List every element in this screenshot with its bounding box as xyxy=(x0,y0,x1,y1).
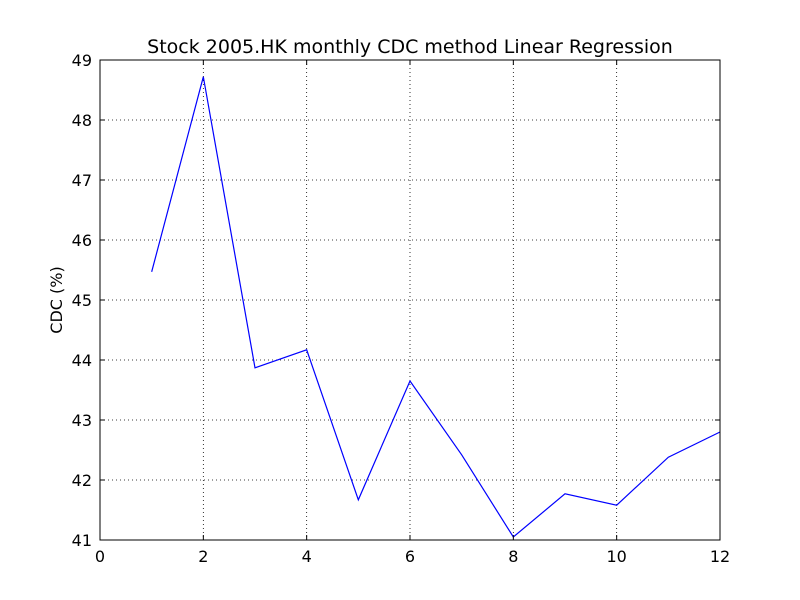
y-tick-label: 45 xyxy=(72,291,92,310)
y-tick-label: 41 xyxy=(72,531,92,550)
x-tick-label: 2 xyxy=(198,547,208,566)
series-layer xyxy=(151,76,721,538)
y-tick-label: 42 xyxy=(72,471,92,490)
x-tick-label: 8 xyxy=(508,547,518,566)
x-tick-label: 12 xyxy=(710,547,730,566)
x-tick-label: 4 xyxy=(302,547,312,566)
y-axis-label: CDC (%) xyxy=(47,266,66,333)
x-tick-label: 10 xyxy=(606,547,626,566)
series-line-1 xyxy=(151,76,721,538)
grid-lines xyxy=(100,60,720,540)
x-tick-label: 0 xyxy=(95,547,105,566)
y-tick-label: 44 xyxy=(72,351,92,370)
x-tick-label: 6 xyxy=(405,547,415,566)
y-tick-label: 47 xyxy=(72,171,92,190)
y-tick-label: 46 xyxy=(72,231,92,250)
chart-title: Stock 2005.HK monthly CDC method Linear … xyxy=(147,36,673,58)
axis-ticks xyxy=(99,59,721,541)
y-tick-label: 43 xyxy=(72,411,92,430)
y-tick-label: 48 xyxy=(72,111,92,130)
y-tick-label: 49 xyxy=(72,51,92,70)
